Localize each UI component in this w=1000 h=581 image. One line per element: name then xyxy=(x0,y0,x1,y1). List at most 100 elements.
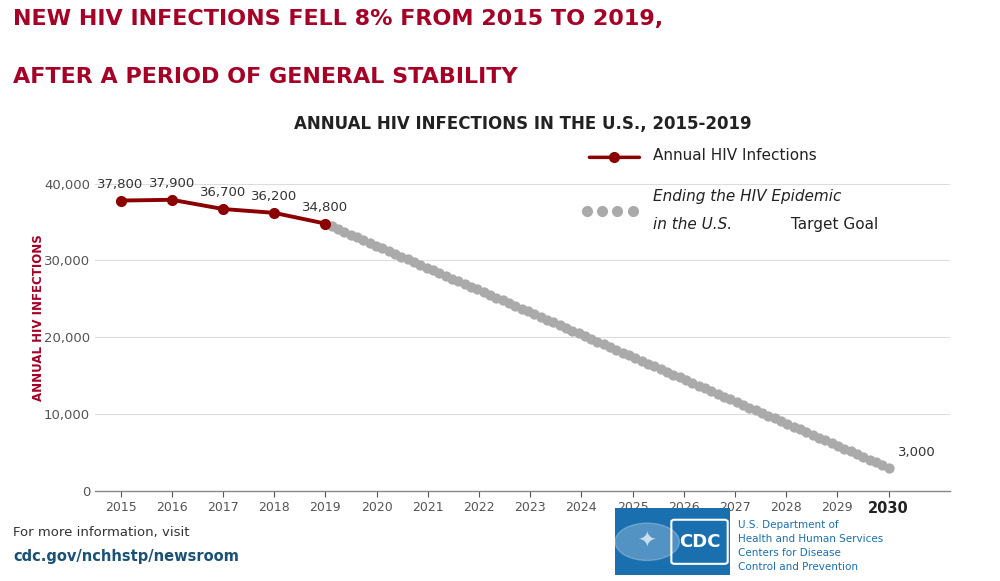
Point xyxy=(324,222,340,231)
Y-axis label: ANNUAL HIV INFECTIONS: ANNUAL HIV INFECTIONS xyxy=(32,235,45,401)
Point xyxy=(374,243,390,253)
Point xyxy=(672,372,688,382)
Point xyxy=(520,307,536,316)
Point xyxy=(450,277,466,286)
Point xyxy=(773,417,789,426)
Point xyxy=(843,447,859,456)
Point xyxy=(558,323,574,332)
Point xyxy=(862,455,878,464)
Point xyxy=(393,252,409,261)
Circle shape xyxy=(615,523,679,561)
Text: NEW HIV INFECTIONS FELL 8% FROM 2015 TO 2019,: NEW HIV INFECTIONS FELL 8% FROM 2015 TO … xyxy=(13,9,663,28)
Text: 3,000: 3,000 xyxy=(898,446,936,460)
Point xyxy=(817,436,833,445)
Point xyxy=(381,246,397,256)
Point xyxy=(463,282,479,292)
Point xyxy=(779,419,795,429)
Point xyxy=(748,406,764,415)
Point xyxy=(703,386,719,396)
Text: in the U.S.: in the U.S. xyxy=(653,217,732,232)
Point xyxy=(368,241,384,250)
Point xyxy=(653,364,669,374)
Point xyxy=(343,230,359,239)
Point xyxy=(855,452,871,461)
Point xyxy=(697,383,713,393)
Point xyxy=(741,403,757,412)
Point xyxy=(874,461,890,470)
Text: U.S. Department of
Health and Human Services
Centers for Disease
Control and Pre: U.S. Department of Health and Human Serv… xyxy=(738,520,883,572)
Text: Ending the HIV Epidemic: Ending the HIV Epidemic xyxy=(653,189,842,204)
Point xyxy=(760,411,776,421)
Point xyxy=(514,304,530,313)
Point xyxy=(539,315,555,324)
Point xyxy=(621,351,637,360)
Point xyxy=(400,254,416,264)
Point xyxy=(811,433,827,442)
Point xyxy=(457,279,473,289)
Text: ✦: ✦ xyxy=(637,532,655,552)
Point xyxy=(419,263,435,272)
Text: Annual HIV Infections: Annual HIV Infections xyxy=(653,148,817,163)
Point xyxy=(577,332,593,341)
Point xyxy=(646,362,662,371)
Text: CDC: CDC xyxy=(679,533,720,551)
Point xyxy=(722,394,738,404)
Point xyxy=(678,375,694,385)
Point xyxy=(640,359,656,368)
Point xyxy=(469,285,485,294)
Point xyxy=(615,348,631,357)
Point xyxy=(533,312,549,321)
Point xyxy=(444,274,460,283)
Point xyxy=(830,442,846,451)
Point xyxy=(805,431,821,440)
Point xyxy=(438,271,454,281)
Title: ANNUAL HIV INFECTIONS IN THE U.S., 2015-2019: ANNUAL HIV INFECTIONS IN THE U.S., 2015-… xyxy=(294,114,751,132)
Point xyxy=(425,266,441,275)
Point xyxy=(507,302,523,311)
Point xyxy=(729,397,745,407)
Point xyxy=(589,337,605,346)
Point xyxy=(691,381,707,390)
Point xyxy=(824,439,840,448)
Point xyxy=(849,450,865,459)
Text: 37,800: 37,800 xyxy=(97,178,144,191)
Point xyxy=(659,367,675,376)
Point xyxy=(495,296,511,305)
Point xyxy=(836,444,852,453)
Text: 34,800: 34,800 xyxy=(302,200,348,214)
Point xyxy=(710,389,726,399)
Point xyxy=(596,340,612,349)
Text: 36,700: 36,700 xyxy=(200,186,246,199)
Point xyxy=(634,356,650,365)
Text: AFTER A PERIOD OF GENERAL STABILITY: AFTER A PERIOD OF GENERAL STABILITY xyxy=(13,67,518,87)
Point xyxy=(488,293,504,302)
FancyBboxPatch shape xyxy=(608,504,737,579)
Point xyxy=(317,219,333,228)
Point xyxy=(526,310,542,319)
Point xyxy=(786,422,802,431)
Point xyxy=(754,408,770,418)
Text: 37,900: 37,900 xyxy=(149,177,195,190)
Text: 36,200: 36,200 xyxy=(251,190,297,203)
Point xyxy=(482,290,498,300)
Point xyxy=(798,428,814,437)
Point xyxy=(349,232,365,242)
Point xyxy=(387,249,403,259)
Point xyxy=(355,235,371,245)
Text: Target Goal: Target Goal xyxy=(786,217,878,232)
Point xyxy=(501,299,517,308)
Point xyxy=(716,392,732,401)
Point xyxy=(431,268,447,278)
Point xyxy=(881,463,897,472)
Point xyxy=(336,227,352,236)
Point xyxy=(362,238,378,248)
Point xyxy=(552,321,568,330)
Point xyxy=(330,224,346,234)
Point xyxy=(627,353,643,363)
Point xyxy=(406,257,422,267)
Point xyxy=(767,414,783,423)
Point xyxy=(583,334,599,343)
Point xyxy=(684,378,700,388)
Point xyxy=(608,345,624,354)
Point xyxy=(545,318,561,327)
